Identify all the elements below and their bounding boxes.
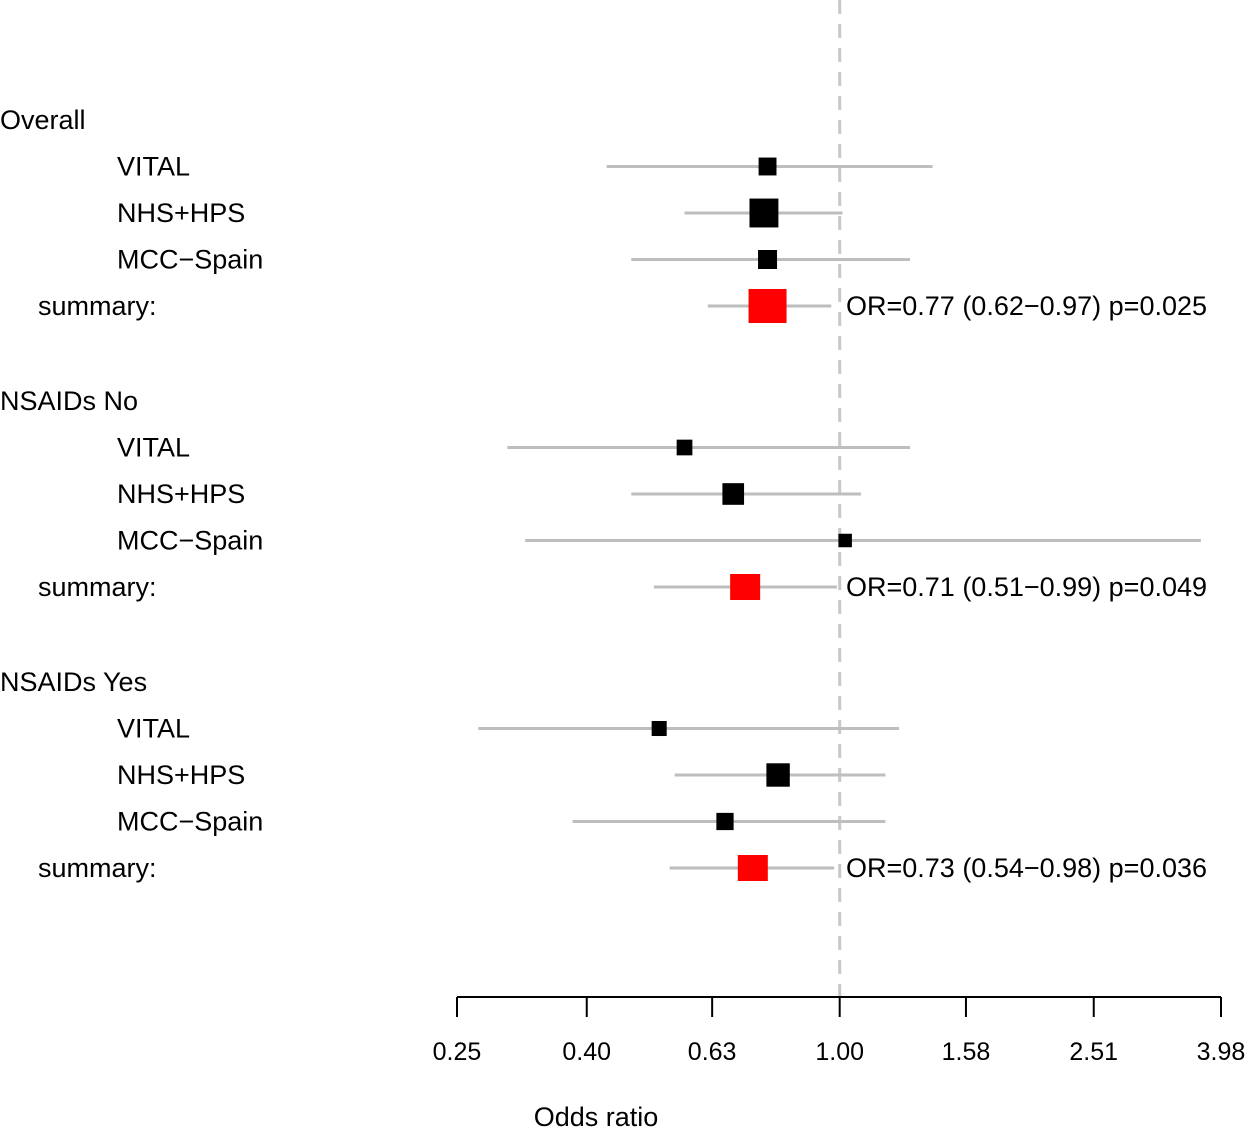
group-heading: NSAIDs Yes: [0, 667, 147, 697]
study-label: NHS+HPS: [117, 760, 245, 790]
study-point-estimate: [758, 250, 778, 269]
study-point-estimate: [749, 198, 779, 228]
group-heading: NSAIDs No: [0, 386, 138, 416]
summary-statistic: OR=0.77 (0.62−0.97) p=0.025: [846, 291, 1207, 321]
x-axis-tick-label: 1.58: [942, 1038, 991, 1066]
study-point-estimate: [651, 720, 667, 737]
study-point-estimate: [766, 763, 790, 787]
summary-label: summary:: [38, 572, 157, 602]
x-axis-tick-label: 2.51: [1069, 1038, 1118, 1066]
summary-point-estimate: [737, 855, 768, 881]
x-axis-tick-label: 0.63: [688, 1038, 737, 1066]
study-label: NHS+HPS: [117, 479, 245, 509]
summary-label: summary:: [38, 853, 157, 883]
study-label: VITAL: [117, 714, 190, 744]
study-label: NHS+HPS: [117, 198, 245, 228]
study-label: MCC−Spain: [117, 526, 263, 556]
summary-point-estimate: [748, 289, 787, 323]
study-point-estimate: [716, 812, 734, 831]
study-label: MCC−Spain: [117, 807, 263, 837]
x-axis-tick-label: 0.40: [562, 1038, 611, 1066]
x-axis: 0.25 0.40 0.63 1.00 1.58 2.51 3.98: [433, 996, 1246, 1066]
study-label: VITAL: [117, 152, 190, 182]
x-axis-tick-label: 0.25: [433, 1038, 482, 1066]
row-label-layer: Overall VITAL NHS+HPS MCC−Spain summary: OR=0…: [0, 105, 1207, 883]
study-point-estimate: [758, 157, 777, 176]
x-axis-tick-label: 1.00: [815, 1038, 864, 1066]
summary-statistic: OR=0.71 (0.51−0.99) p=0.049: [846, 572, 1207, 602]
study-label: VITAL: [117, 433, 190, 463]
x-axis-tick-label: 3.98: [1197, 1038, 1246, 1066]
study-point-estimate: [676, 439, 693, 456]
summary-point-estimate: [730, 574, 761, 600]
group-heading: Overall: [0, 105, 86, 135]
study-point-estimate: [722, 483, 745, 505]
point-estimate-layer: [651, 157, 852, 881]
study-point-estimate: [838, 533, 852, 548]
x-axis-label: Odds ratio: [534, 1102, 659, 1129]
summary-label: summary:: [38, 291, 157, 321]
confidence-interval-layer: [478, 165, 1201, 870]
summary-statistic: OR=0.73 (0.54−0.98) p=0.036: [846, 853, 1207, 883]
study-label: MCC−Spain: [117, 245, 263, 275]
